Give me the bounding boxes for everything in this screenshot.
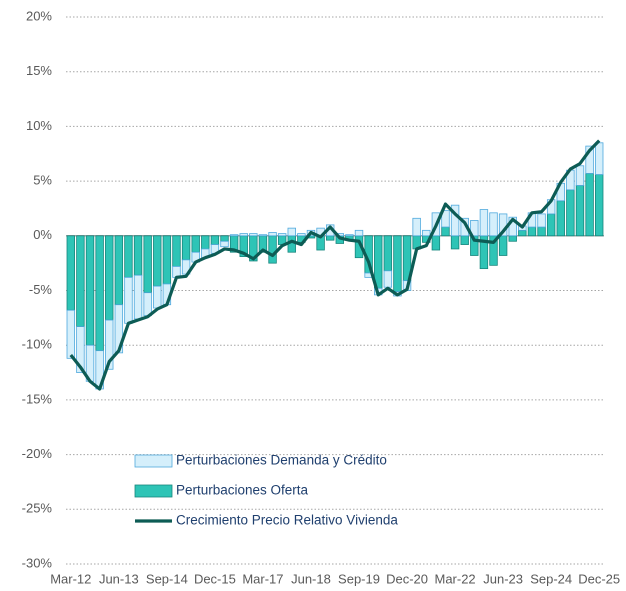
bar (66, 235, 76, 311)
bar (518, 229, 527, 237)
bar (220, 235, 229, 242)
bar (210, 235, 220, 245)
bar (489, 212, 498, 237)
bar (258, 234, 268, 237)
bar (105, 235, 114, 321)
legend-swatch (134, 454, 173, 468)
bar (76, 326, 85, 373)
y-tick-label: 15% (26, 63, 52, 78)
y-tick-label: 10% (26, 118, 52, 133)
bar (153, 235, 162, 287)
line (69, 139, 601, 391)
y-tick-label: 20% (26, 8, 52, 23)
bar (85, 235, 95, 346)
bar (450, 204, 460, 237)
bar (470, 220, 479, 237)
bar (124, 276, 133, 324)
y-tick-label: 0% (33, 227, 52, 242)
bar (450, 235, 460, 250)
x-tick-label: Jun-23 (483, 571, 523, 586)
bar (537, 226, 546, 237)
bar (412, 217, 421, 237)
bar (383, 270, 393, 288)
bar (546, 213, 556, 237)
bar (239, 233, 248, 237)
bar (566, 189, 575, 237)
bar (133, 235, 143, 276)
x-tick-label: Mar-12 (50, 571, 91, 586)
x-tick-label: Dec-20 (386, 571, 428, 586)
bar (143, 235, 152, 294)
bar (201, 235, 210, 250)
x-tick-label: Sep-24 (530, 571, 572, 586)
bar (153, 285, 162, 309)
bar (76, 235, 85, 328)
x-tick-label: Sep-14 (146, 571, 188, 586)
bar (172, 235, 181, 267)
bar (345, 234, 354, 237)
bar (124, 235, 133, 278)
bar (143, 292, 152, 317)
bar (133, 274, 143, 320)
bar (249, 233, 258, 237)
bar (277, 233, 287, 237)
bar (479, 209, 489, 237)
y-tick-label: 5% (33, 173, 52, 188)
y-tick-label: -5% (29, 282, 53, 297)
bar (229, 234, 239, 237)
bar (220, 240, 229, 248)
x-tick-label: Mar-17 (242, 571, 283, 586)
y-tick-label: -25% (22, 501, 53, 516)
x-tick-label: Jun-18 (291, 571, 331, 586)
y-tick-label: -30% (22, 555, 53, 570)
bar (441, 210, 450, 228)
bar (537, 213, 546, 228)
bar (460, 235, 469, 245)
legend-swatch (134, 484, 173, 498)
bar (95, 235, 104, 352)
bar (431, 235, 441, 251)
bar (594, 174, 604, 237)
bar (594, 142, 604, 175)
bar (66, 309, 76, 359)
bar (297, 233, 306, 237)
x-tick-label: Sep-19 (338, 571, 380, 586)
bar (585, 145, 594, 174)
x-tick-label: Mar-22 (434, 571, 475, 586)
bar (354, 229, 364, 237)
legend-label: Perturbaciones Demanda y Crédito (176, 453, 387, 468)
bar (114, 235, 124, 306)
bar (498, 235, 508, 256)
x-tick-label: Dec-25 (578, 571, 620, 586)
bar (191, 235, 200, 253)
bar (393, 235, 402, 292)
bar (441, 226, 450, 237)
bar (556, 200, 565, 237)
x-tick-label: Dec-15 (194, 571, 236, 586)
bar (287, 227, 296, 237)
bar (585, 173, 594, 237)
bar (268, 232, 277, 237)
bar (383, 235, 393, 272)
legend-label: Perturbaciones Oferta (176, 483, 309, 498)
x-tick-label: Jun-13 (99, 571, 139, 586)
bar (575, 185, 585, 237)
bar (162, 235, 172, 285)
y-tick-label: -15% (22, 391, 53, 406)
bar (181, 235, 191, 261)
y-tick-label: -10% (22, 337, 53, 352)
bar (105, 319, 114, 370)
bar (508, 235, 517, 242)
legend-label: Crecimiento Precio Relativo Vivienda (176, 513, 398, 528)
bar (527, 226, 537, 237)
bar (575, 165, 585, 186)
bar (268, 235, 277, 264)
y-tick-label: -20% (22, 446, 53, 461)
bar (325, 235, 335, 241)
bar (422, 229, 431, 237)
